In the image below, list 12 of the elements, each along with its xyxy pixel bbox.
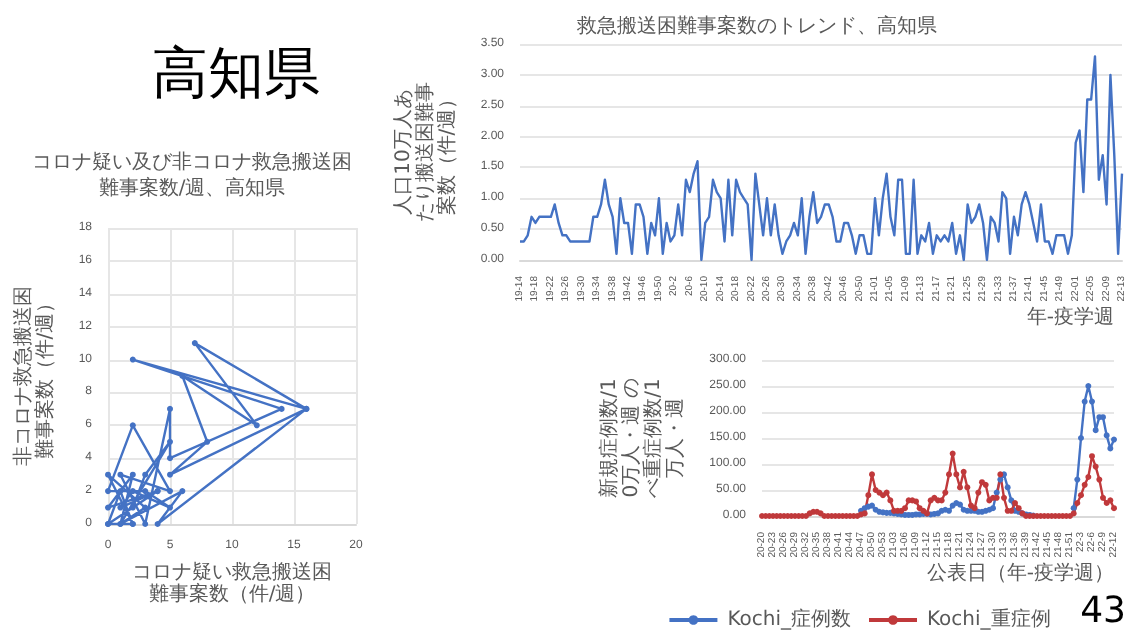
x-axis-title: コロナ疑い救急搬送困難事案数（件/週） xyxy=(132,559,332,606)
legend-label: Kochi_症例数 xyxy=(727,607,852,631)
x-axis-title: 公表日（年-疫学週） xyxy=(926,561,1114,585)
y-axis-title: 人口10万人あたり搬送困難事案数（件/週） xyxy=(392,82,459,222)
y-axis-title: 非コロナ救急搬送困難事案数（件/週） xyxy=(10,286,57,466)
text: 高知県 xyxy=(152,38,320,110)
text: 43 xyxy=(1080,590,1126,632)
y-axis-title: 新規症例数/10万人・週 のべ重症例数/1万人・週 xyxy=(597,378,688,498)
chart-title: コロナ疑い及び非コロナ救急搬送困難事案数/週、高知県 xyxy=(32,150,352,200)
x-axis-title: 年-疫学週 xyxy=(1026,305,1114,329)
legend-label: Kochi_重症例 xyxy=(927,607,1051,631)
chart-title: 救急搬送困難事案数のトレンド、高知県 xyxy=(575,14,937,38)
